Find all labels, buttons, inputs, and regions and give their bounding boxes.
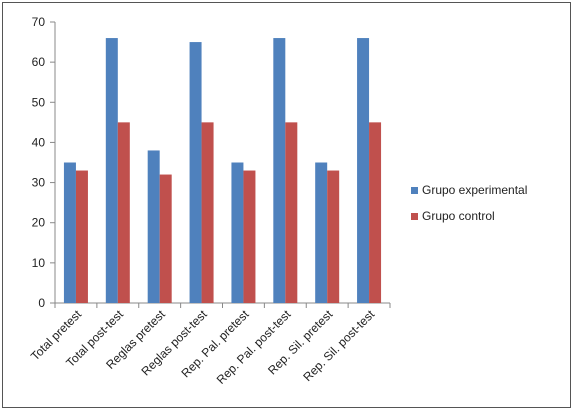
legend-swatch xyxy=(411,187,418,194)
chart-axes xyxy=(54,22,391,308)
chart-bars xyxy=(63,38,382,304)
bar-experimental xyxy=(147,150,160,303)
bar-experimental xyxy=(357,38,370,304)
y-tick-label: 60 xyxy=(32,55,46,69)
bar-experimental xyxy=(105,38,118,304)
y-tick-label: 40 xyxy=(32,135,46,149)
y-tick-label: 70 xyxy=(32,15,46,29)
legend-label: Grupo control xyxy=(422,209,495,223)
chart-legend: Grupo experimental Grupo control xyxy=(411,183,527,223)
x-category-label: Rep. Sil. post-test xyxy=(300,307,377,384)
bar-experimental xyxy=(273,38,286,304)
bar-control xyxy=(327,170,340,303)
x-category-label: Rep. Pal. post-test xyxy=(214,307,294,387)
bar-control xyxy=(243,170,256,303)
y-tick-label: 10 xyxy=(32,256,46,270)
bar-control xyxy=(159,174,172,303)
y-axis-ticks: 0 10 20 30 40 50 60 70 xyxy=(32,15,55,310)
y-tick-label: 30 xyxy=(32,176,46,190)
bar-control xyxy=(201,122,214,303)
bar-control xyxy=(75,170,88,303)
y-tick-label: 50 xyxy=(32,95,46,109)
bar-control xyxy=(117,122,130,303)
bar-control xyxy=(285,122,298,303)
bar-experimental xyxy=(189,42,202,303)
y-tick-label: 0 xyxy=(38,296,45,310)
bar-control xyxy=(369,122,382,303)
legend-label: Grupo experimental xyxy=(422,183,527,197)
y-tick-label: 20 xyxy=(32,216,46,230)
bar-experimental xyxy=(231,162,244,303)
legend-swatch xyxy=(411,213,418,220)
bar-experimental xyxy=(315,162,328,303)
bar-experimental xyxy=(63,162,76,303)
